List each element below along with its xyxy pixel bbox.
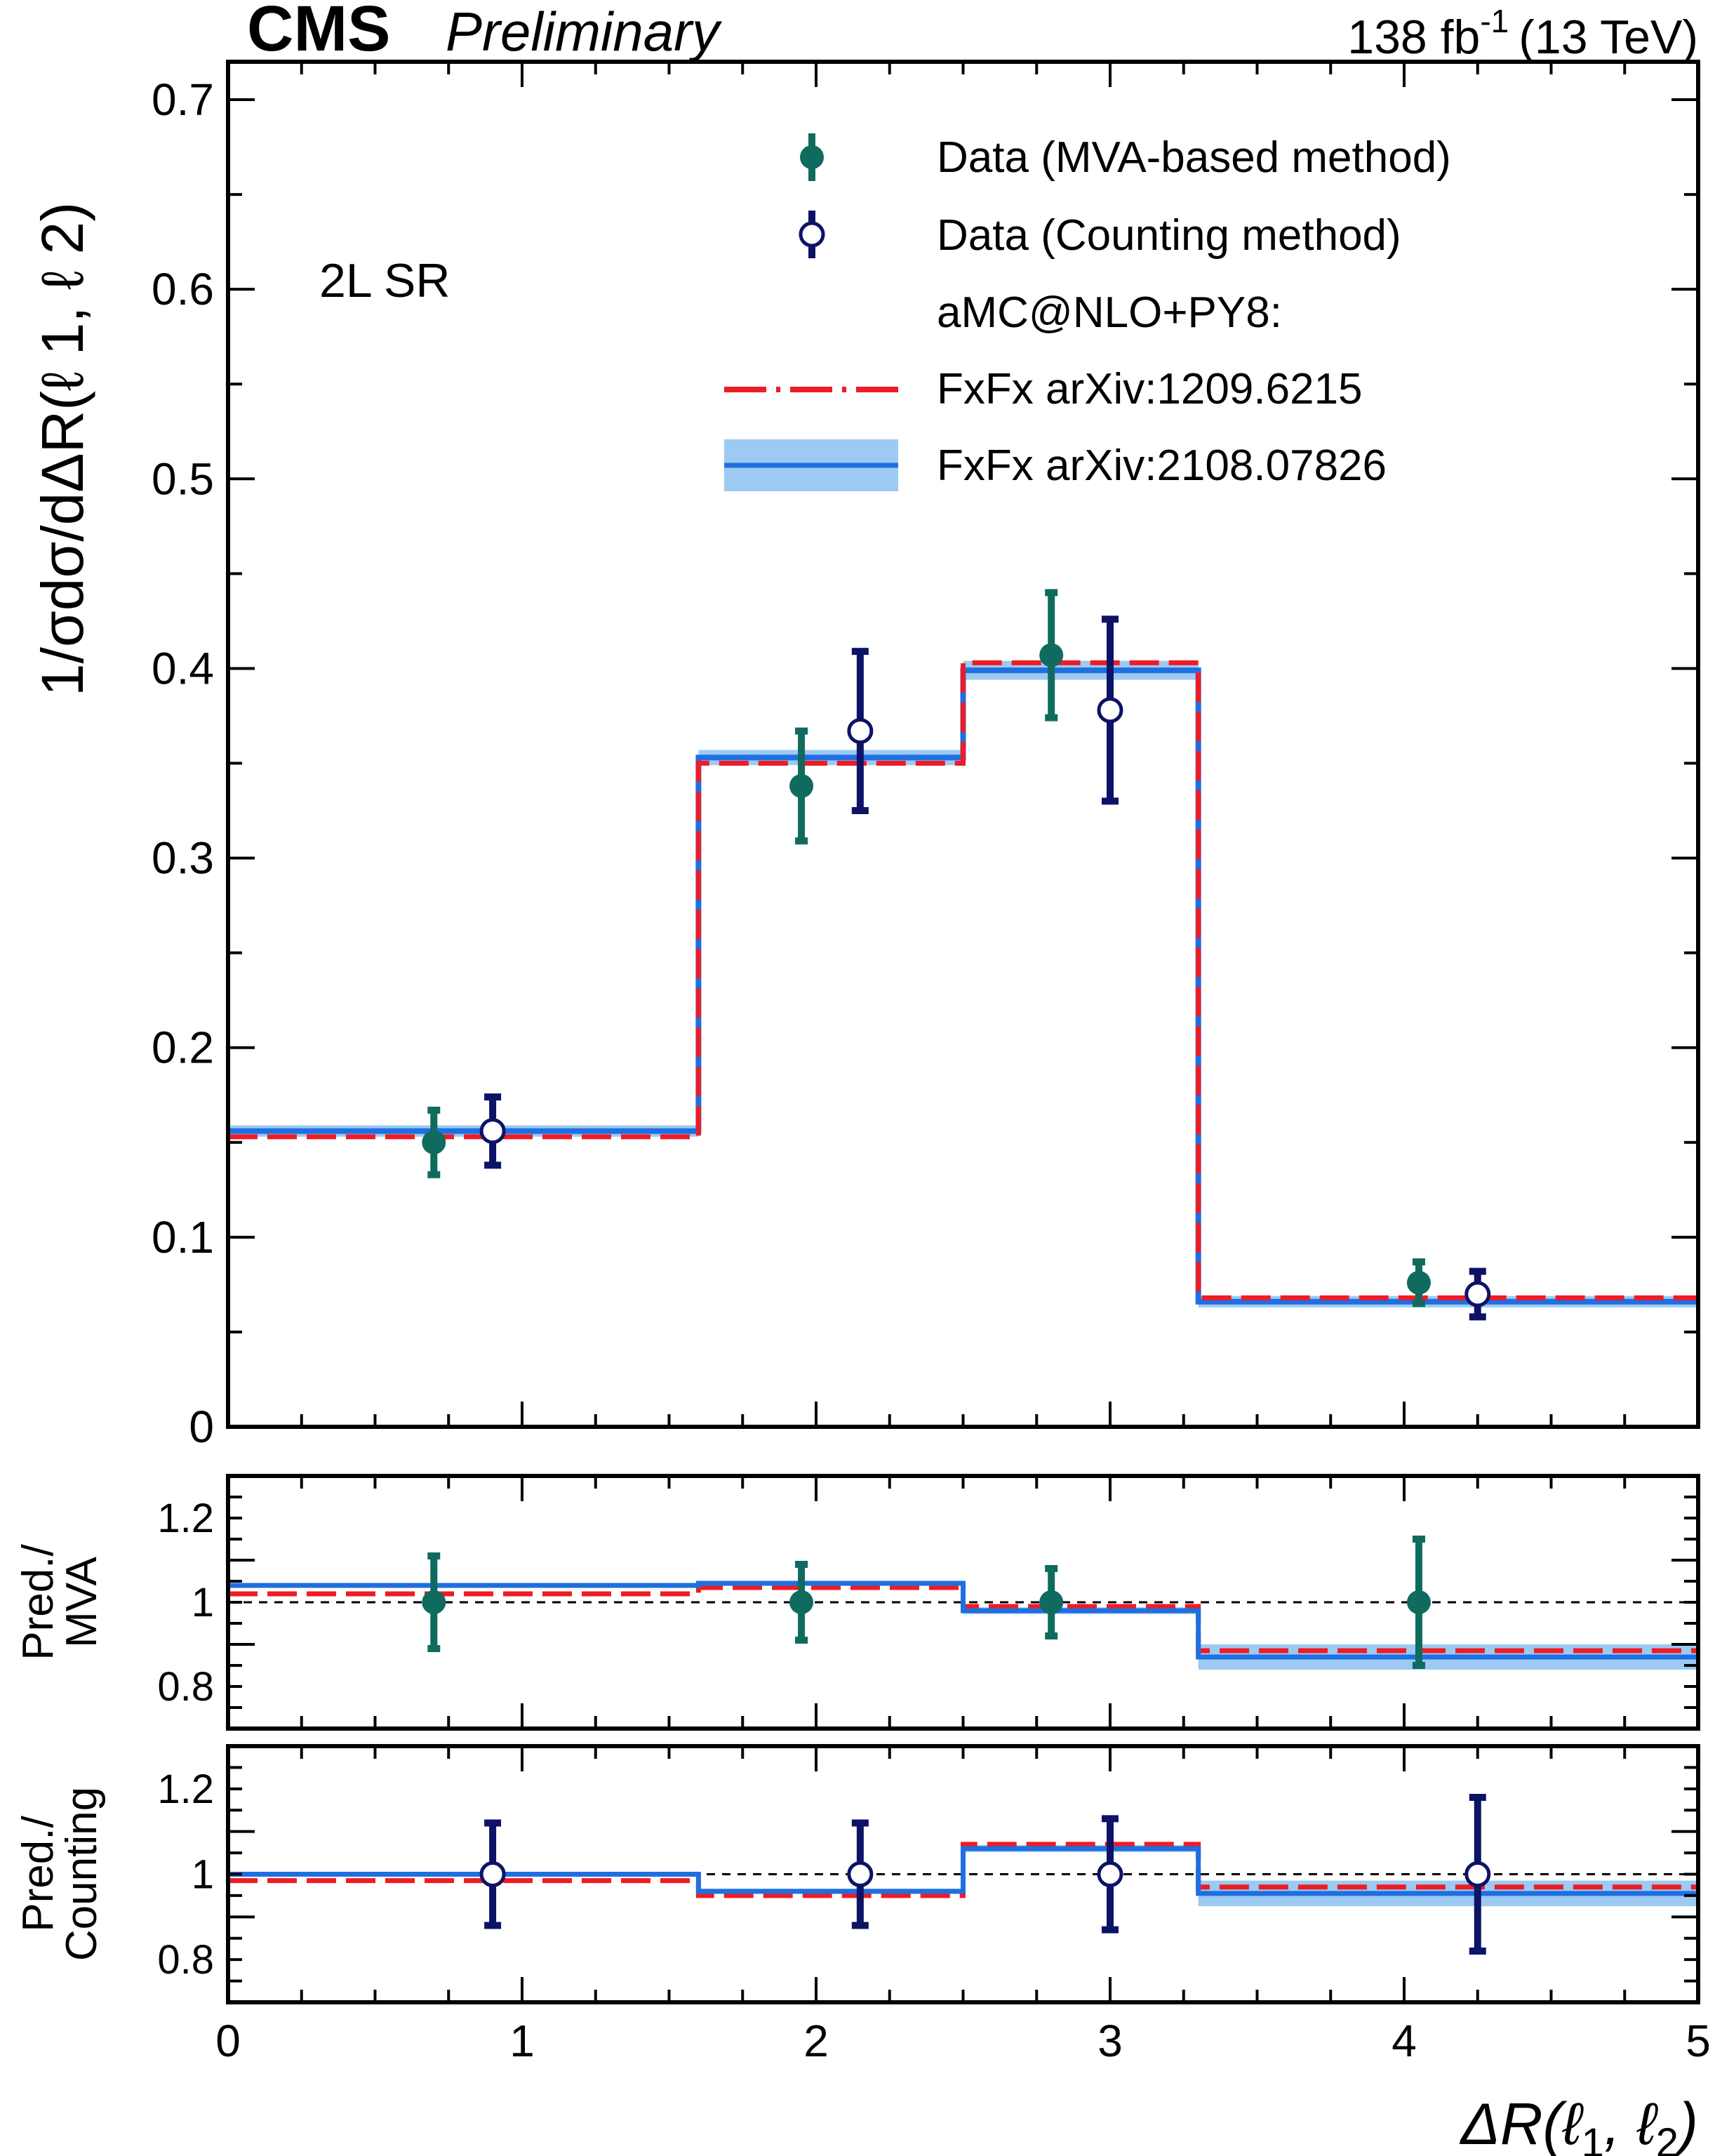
ratio-mva-ytick-label: 1.2 — [157, 1496, 214, 1541]
legend-counting-dot — [799, 221, 825, 248]
x-axis-label-mid: , ℓ — [1604, 2091, 1658, 2156]
ratio-counting-point-3-marker — [1097, 1861, 1123, 1887]
ratio-mva-content — [228, 1536, 1698, 1670]
legend-fxfx-new-label: FxFx arXiv:2108.07826 — [937, 441, 1387, 490]
x-axis-label-main: ΔR(ℓ — [1460, 2091, 1584, 2156]
x-tick-label: 0 — [215, 2016, 241, 2066]
legend-mva-marker — [800, 133, 824, 181]
mva-point-4 — [1406, 1258, 1431, 1307]
counting-point-3 — [1097, 615, 1123, 805]
ratio-counting-point-2-marker — [847, 1861, 874, 1887]
counting-point-2-marker — [847, 718, 874, 745]
ratio-mva-y-label: Pred./MVA — [14, 1544, 106, 1661]
ratio-counting-point-4-marker — [1464, 1861, 1491, 1887]
x-tick-label: 2 — [803, 2016, 829, 2066]
ratio-counting-y-label-line2: Counting — [58, 1787, 106, 1961]
x-tick-label: 1 — [509, 2016, 535, 2066]
ratio-panel-mva: 0.8 1 1.2 — [157, 1474, 1700, 1731]
counting-point-3-marker — [1097, 697, 1123, 724]
legend-fxfx-old-label: FxFx arXiv:1209.6215 — [937, 365, 1363, 413]
mva-point-3 — [1039, 589, 1064, 721]
main-ytick-label: 0.1 — [152, 1212, 214, 1263]
data-points — [422, 589, 1491, 1321]
ratio-mva-fxfx-new — [228, 1581, 1698, 1660]
ratio-counting-point-1 — [479, 1819, 506, 1929]
main-ytick-label: 0.3 — [152, 833, 214, 884]
legend-markers — [724, 133, 898, 491]
ratio-mva-y-label-line1: Pred./ — [14, 1544, 62, 1661]
main-ytick-label: 0 — [189, 1402, 214, 1452]
ratio-counting-point-1-marker — [479, 1861, 506, 1887]
counting-point-1 — [479, 1093, 506, 1169]
main-ytick-label: 0.6 — [152, 264, 214, 314]
main-ytick-label: 0.5 — [152, 453, 214, 504]
ratio-mva-y-label-line2: MVA — [58, 1556, 106, 1647]
main-y-axis-label: 1/σdσ/dΔR(ℓ 1, ℓ 2) — [29, 202, 95, 696]
ratio-mva-point-2-marker — [789, 1590, 814, 1614]
counting-point-4-marker — [1464, 1281, 1491, 1307]
x-tick-label: 4 — [1392, 2016, 1417, 2066]
ratio-counting-ytick-label: 1 — [192, 1852, 214, 1898]
main-ytick-label: 0.7 — [152, 74, 214, 125]
mva-point-1-marker — [422, 1130, 446, 1154]
mva-point-3-marker — [1039, 643, 1064, 667]
ratio-mva-point-3 — [1039, 1565, 1064, 1639]
x-axis-tick-labels: 0 1 2 3 4 5 — [215, 2016, 1711, 2066]
ratio-counting-point-4 — [1464, 1794, 1491, 1955]
ratio-mva-ytick-label: 0.8 — [157, 1664, 214, 1710]
x-tick-label: 5 — [1686, 2016, 1711, 2066]
main-ytick-label: 0.4 — [152, 643, 214, 693]
ratio-counting-content — [228, 1794, 1698, 1955]
counting-point-2 — [847, 648, 874, 815]
main-frame — [226, 60, 1700, 1429]
main-ytick-label: 0.2 — [152, 1023, 214, 1073]
legend-mva-dot — [800, 145, 824, 169]
ratio-mva-point-1 — [422, 1552, 446, 1652]
x-axis-label: ΔR(ℓ1, ℓ2) — [1460, 2091, 1699, 2156]
ratio-mva-point-4-marker — [1406, 1590, 1431, 1614]
legend-counting-label: Data (Counting method) — [937, 211, 1401, 260]
lumi-exponent: -1 — [1480, 3, 1509, 39]
mva-point-2-marker — [789, 773, 814, 798]
legend-counting-marker — [799, 211, 825, 258]
ratio-mva-point-3-marker — [1039, 1590, 1064, 1614]
main-panel: 0 0.1 0.2 0.3 0.4 0.5 0.6 0.7 2L SR — [152, 60, 1700, 1452]
prediction-histograms — [228, 660, 1698, 1305]
ratio-counting-ytick-label: 1.2 — [157, 1766, 214, 1812]
ratio-mva-point-1-marker — [422, 1590, 446, 1614]
ratio-mva-point-4 — [1406, 1536, 1431, 1669]
x-axis-label-sub2: 2 — [1656, 2120, 1679, 2156]
x-axis-label-sub1: 1 — [1582, 2120, 1604, 2156]
ratio-mva-ytick-label: 1 — [192, 1580, 214, 1625]
ratio-counting-frame — [226, 1744, 1700, 2004]
ratio-counting-y-label: Pred./Counting — [14, 1787, 106, 1961]
main-axis-ticks: 0 0.1 0.2 0.3 0.4 0.5 0.6 0.7 — [152, 62, 1700, 1452]
counting-point-4 — [1464, 1267, 1491, 1321]
fxfx-old-histogram — [228, 660, 1698, 1300]
mva-point-2 — [789, 727, 814, 845]
ratio-counting-point-3 — [1097, 1815, 1123, 1934]
ratio-counting-fxfx-new — [228, 1846, 1698, 1896]
status-label: Preliminary — [446, 1, 722, 62]
ratio-mva-frame — [226, 1474, 1700, 1731]
x-tick-label: 3 — [1097, 2016, 1123, 2066]
experiment-label: CMS — [247, 0, 390, 65]
mva-point-1 — [422, 1106, 446, 1178]
mva-point-4-marker — [1406, 1270, 1431, 1295]
ratio-counting-y-label-line1: Pred./ — [14, 1816, 62, 1932]
ratio-counting-point-2 — [847, 1819, 874, 1929]
region-label: 2L SR — [319, 254, 450, 307]
ratio-mva-point-2 — [789, 1561, 814, 1644]
ratio-panel-counting: 0.8 1 1.2 — [157, 1744, 1700, 2004]
legend-mva-label: Data (MVA-based method) — [937, 133, 1451, 182]
lumi-label: 138 fb-1 (13 TeV) — [1347, 3, 1698, 64]
lumi-value: 138 fb — [1347, 11, 1480, 64]
legend: Data (MVA-based method) Data (Counting m… — [724, 133, 1451, 491]
ratio-counting-ytick-label: 0.8 — [157, 1937, 214, 1983]
legend-generator-label: aMC@NLO+PY8: — [937, 288, 1282, 337]
lumi-energy: (13 TeV) — [1519, 11, 1698, 64]
counting-point-1-marker — [479, 1118, 506, 1145]
